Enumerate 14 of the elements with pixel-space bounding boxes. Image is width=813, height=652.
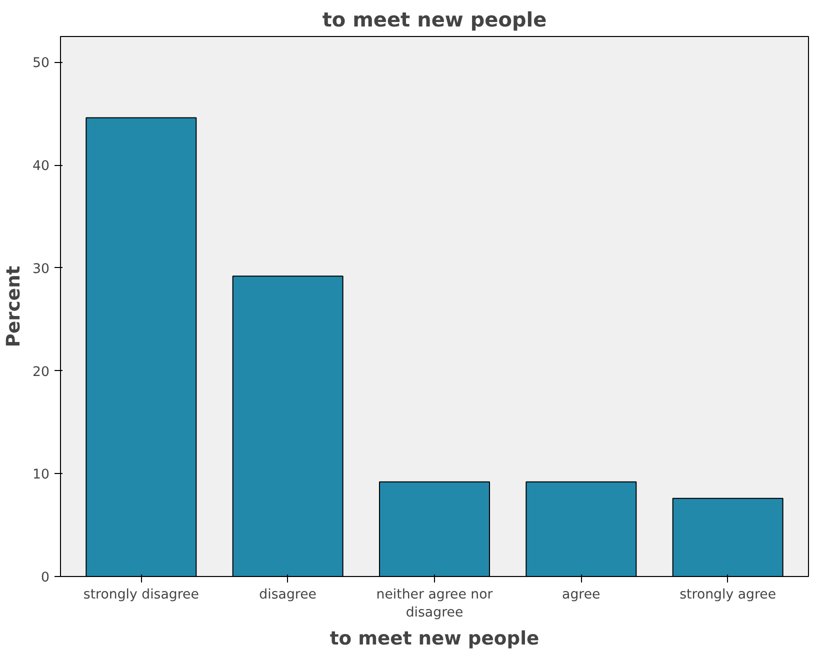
y-tick-label: 0 (41, 570, 50, 586)
x-tick-label: strongly agree (680, 588, 776, 602)
chart-title: to meet new people (322, 8, 547, 32)
y-tick-label: 50 (32, 56, 50, 72)
y-tick-label: 20 (32, 364, 50, 380)
x-axis-title: to meet new people (330, 628, 540, 650)
y-tick-label: 40 (32, 159, 50, 174)
x-tick-label: agree (562, 588, 600, 602)
y-tick-label: 10 (32, 468, 50, 483)
y-axis-title: Percent (4, 266, 25, 348)
y-tick-label: 30 (32, 262, 50, 277)
x-tick-label: strongly disagree (83, 588, 199, 602)
x-tick-label: disagree (259, 588, 316, 602)
x-tick-label: neither agree nor disagree (376, 588, 494, 620)
